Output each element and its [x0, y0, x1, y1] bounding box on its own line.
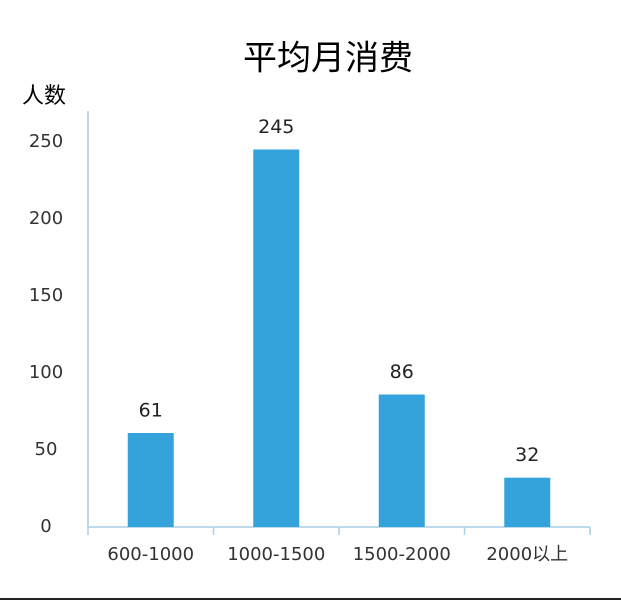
y-tick-label: 200: [29, 208, 63, 229]
chart-title: 平均月消费: [243, 39, 413, 79]
value-label: 32: [515, 444, 539, 466]
bar: [378, 394, 425, 527]
y-tick-label: 50: [35, 439, 58, 460]
y-tick-label: 100: [29, 362, 63, 383]
y-tick-label: 150: [29, 285, 63, 306]
y-tick-label: 250: [29, 131, 63, 152]
x-tick-label: 600-1000: [107, 544, 194, 565]
bar: [504, 477, 551, 527]
bar: [253, 149, 300, 527]
value-label: 245: [258, 116, 294, 138]
x-tick-label: 2000以上: [486, 544, 568, 565]
y-tick-label: 0: [40, 516, 51, 537]
bar: [127, 433, 174, 527]
value-label: 61: [139, 400, 163, 422]
x-tick-label: 1000-1500: [227, 544, 325, 565]
value-label: 86: [390, 361, 414, 383]
x-tick-label: 1500-2000: [353, 544, 451, 565]
y-axis-label: 人数: [22, 84, 66, 109]
